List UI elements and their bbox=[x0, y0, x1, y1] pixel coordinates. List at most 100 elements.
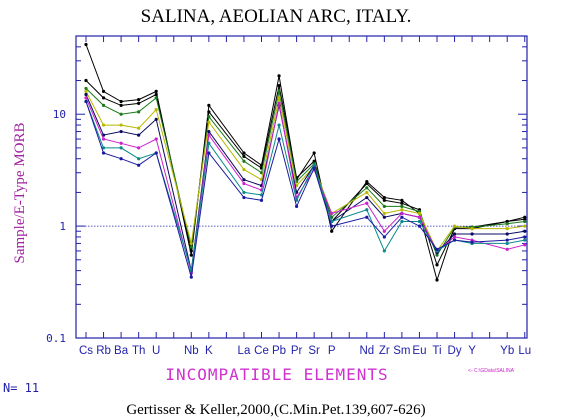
data-point bbox=[505, 232, 509, 236]
data-point bbox=[365, 181, 369, 186]
data-point bbox=[277, 74, 281, 78]
data-point bbox=[119, 99, 123, 104]
series-7 bbox=[84, 99, 527, 279]
data-point bbox=[400, 201, 404, 205]
series-line bbox=[85, 101, 525, 278]
data-point bbox=[330, 229, 334, 233]
y-axis-label: Sample/E-Type MORB bbox=[12, 122, 28, 263]
data-point bbox=[101, 133, 106, 137]
y-tick-label: 1 bbox=[59, 220, 66, 233]
x-axis-label: INCOMPATIBLE ELEMENTS bbox=[165, 365, 388, 384]
data-point bbox=[523, 229, 527, 233]
data-point bbox=[84, 89, 88, 93]
data-point bbox=[400, 208, 404, 212]
series-line bbox=[85, 97, 525, 274]
data-point bbox=[154, 117, 158, 121]
x-tick-label: Nd bbox=[359, 345, 374, 357]
data-point bbox=[242, 181, 246, 186]
x-tick-label: Lu bbox=[518, 345, 531, 357]
series-2 bbox=[84, 86, 527, 257]
data-point bbox=[207, 133, 211, 137]
data-point bbox=[207, 110, 211, 114]
x-tick-label: Cs bbox=[79, 345, 93, 357]
data-point bbox=[137, 146, 141, 150]
data-point bbox=[259, 171, 264, 175]
data-point bbox=[101, 137, 106, 141]
data-point bbox=[189, 275, 193, 279]
data-point bbox=[505, 226, 509, 231]
data-point bbox=[207, 141, 211, 145]
data-point bbox=[382, 235, 386, 239]
data-point bbox=[137, 110, 141, 114]
data-point bbox=[312, 166, 316, 170]
data-point bbox=[277, 84, 281, 88]
data-point bbox=[119, 141, 123, 145]
data-point bbox=[119, 146, 123, 150]
data-point bbox=[523, 219, 527, 224]
data-point bbox=[400, 198, 404, 202]
data-point bbox=[452, 232, 457, 236]
data-point bbox=[365, 201, 369, 205]
x-tick-label: La bbox=[238, 345, 251, 357]
x-tick-label: U bbox=[152, 345, 160, 357]
data-point bbox=[417, 215, 422, 219]
data-point bbox=[137, 133, 141, 137]
data-point bbox=[470, 240, 474, 244]
data-point bbox=[312, 159, 316, 163]
data-point bbox=[452, 235, 457, 239]
data-point bbox=[365, 215, 369, 219]
data-point bbox=[101, 146, 106, 150]
data-point bbox=[452, 224, 457, 228]
series-line bbox=[85, 44, 525, 282]
data-point bbox=[435, 278, 439, 282]
data-point bbox=[452, 238, 457, 242]
data-point bbox=[189, 241, 193, 246]
sample-count: N= 11 bbox=[3, 381, 39, 395]
data-point bbox=[242, 167, 246, 172]
data-point bbox=[400, 215, 404, 219]
data-point bbox=[417, 224, 422, 228]
data-point bbox=[84, 42, 88, 47]
x-tick-label: Yb bbox=[500, 345, 514, 357]
data-point bbox=[154, 137, 158, 141]
x-tick-label: Ba bbox=[114, 345, 129, 357]
data-point bbox=[382, 249, 386, 253]
data-point bbox=[137, 157, 141, 161]
data-point bbox=[382, 195, 386, 200]
data-point bbox=[400, 211, 404, 215]
data-point bbox=[523, 243, 527, 247]
series-line bbox=[85, 91, 525, 252]
x-tick-label: Nb bbox=[184, 345, 199, 357]
data-point bbox=[154, 107, 158, 112]
data-point bbox=[365, 186, 369, 190]
data-point bbox=[295, 198, 299, 202]
data-point bbox=[312, 163, 316, 167]
x-tick-label: Y bbox=[468, 345, 476, 357]
data-point bbox=[505, 247, 509, 251]
data-point bbox=[101, 96, 106, 100]
y-tick-label: 10 bbox=[53, 108, 66, 121]
data-point bbox=[365, 208, 369, 212]
data-point bbox=[101, 151, 106, 155]
data-point bbox=[119, 103, 123, 107]
data-point bbox=[101, 103, 106, 107]
data-point bbox=[417, 219, 422, 224]
data-point bbox=[101, 89, 106, 93]
plot-frame bbox=[75, 35, 528, 339]
data-point bbox=[154, 92, 158, 97]
data-point bbox=[382, 198, 386, 202]
x-tick-label: K bbox=[205, 345, 213, 357]
data-point bbox=[295, 204, 299, 209]
data-point bbox=[207, 129, 211, 134]
data-point bbox=[277, 89, 281, 93]
data-point bbox=[207, 120, 211, 124]
series-5 bbox=[84, 96, 527, 275]
data-point bbox=[365, 190, 369, 195]
data-point bbox=[242, 195, 246, 200]
data-point bbox=[330, 211, 334, 215]
data-point bbox=[137, 126, 141, 130]
data-point bbox=[154, 151, 158, 155]
data-point bbox=[119, 129, 123, 134]
data-point bbox=[312, 151, 316, 155]
